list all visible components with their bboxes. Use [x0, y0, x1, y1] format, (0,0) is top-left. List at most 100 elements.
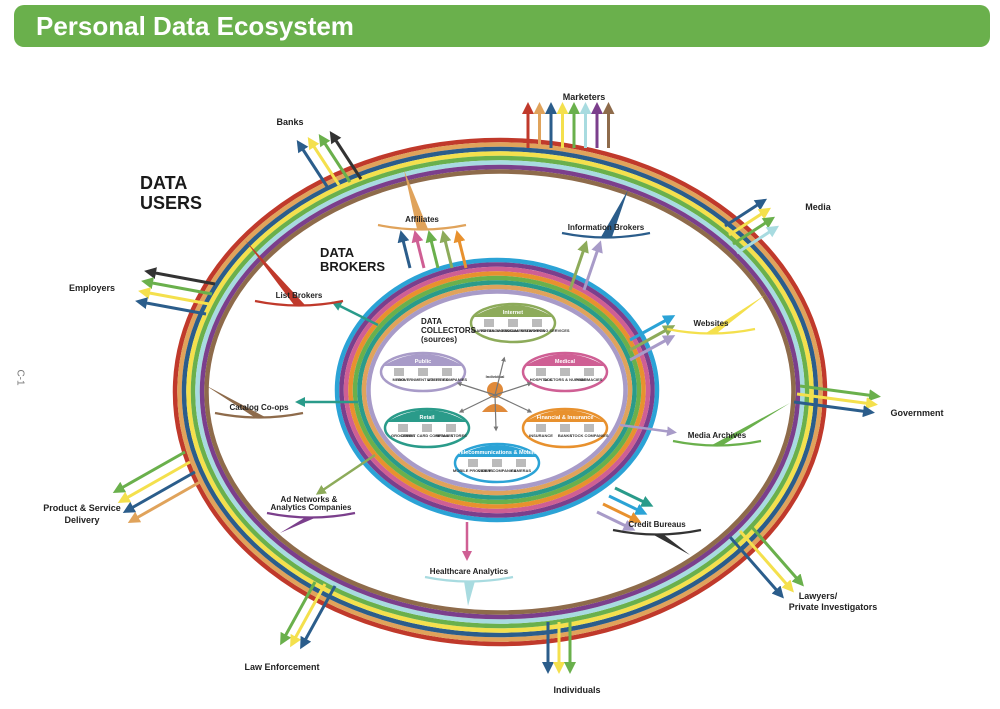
collector-link	[494, 356, 506, 396]
broker-label: Healthcare Analytics	[430, 567, 509, 576]
collector-item: GOVERNMENT AGENCIES	[398, 377, 449, 382]
delivery-arrow	[127, 480, 201, 523]
info-brokers-arrow	[568, 240, 589, 291]
collector-icon	[422, 424, 432, 432]
data-collectors-heading: DATA	[421, 317, 442, 326]
data-users-heading: USERS	[140, 193, 202, 213]
law-enforcement-arrow	[290, 583, 327, 648]
info-brokers-arrow	[582, 240, 603, 291]
credit-bureau-arrow	[608, 494, 648, 515]
affiliates-arrow	[397, 230, 412, 269]
employers-arrow	[141, 277, 213, 296]
collector-item: RETAIL & CONSUMER MARKETS	[481, 328, 545, 333]
banks-arrow	[307, 136, 341, 186]
delivery-arrow	[112, 450, 186, 493]
page-title: Personal Data Ecosystem	[36, 11, 354, 41]
law-enforcement-arrow	[280, 581, 317, 646]
data-user-label: Marketers	[563, 92, 606, 102]
lawyers-arrow	[748, 524, 804, 587]
broker-ring	[339, 262, 655, 518]
collector-icon	[560, 368, 570, 376]
data-user-label: Private Investigators	[789, 602, 878, 612]
collector-icon	[442, 368, 452, 376]
broker-label: Catalog Co-ops	[229, 403, 289, 412]
collector-icon	[484, 319, 494, 327]
collector-header	[525, 354, 605, 366]
broker-pointer	[280, 517, 317, 533]
collector-name: Financial & Insurance	[537, 415, 594, 421]
credit-bureau-arrow	[596, 510, 636, 531]
collector-item: CAMERAS	[511, 468, 532, 473]
employers-arrow	[138, 287, 210, 306]
user-ring	[172, 137, 828, 647]
collector-link	[494, 381, 533, 396]
employers-arrow	[135, 297, 207, 316]
collector-name: Telecommunications & Mobile	[458, 450, 537, 456]
user-ring	[177, 142, 823, 642]
media-arrow	[736, 225, 780, 255]
user-ring	[195, 160, 805, 624]
collector-name: Public	[415, 359, 432, 365]
broker-label: Analytics Companies	[271, 503, 352, 512]
lawyers-arrow	[728, 536, 784, 599]
collector-name: Medical	[555, 359, 576, 365]
list-brokers-arrow	[331, 301, 379, 327]
government-arrow	[793, 400, 875, 418]
data-collectors-heading: (sources)	[421, 335, 457, 344]
collector-item: BANKS	[558, 433, 573, 438]
data-user-label: Lawyers/	[799, 591, 838, 601]
credit-bureau-arrow	[614, 486, 654, 507]
collector-item: CABLE COMPANIES	[478, 468, 517, 473]
broker-ring	[348, 271, 646, 509]
broker-ring	[361, 284, 633, 496]
collector-icon	[584, 368, 594, 376]
collector-item: HOSPITALS	[530, 377, 553, 382]
collector-item: PHARMACIES	[576, 377, 603, 382]
title-banner: Personal Data Ecosystem	[14, 5, 990, 47]
government-arrow	[796, 392, 878, 410]
data-user-label: Law Enforcement	[244, 662, 319, 672]
broker-ring	[343, 266, 651, 514]
collector-header	[473, 305, 553, 317]
ad-network-arrow	[315, 453, 376, 495]
broker-bubble	[254, 299, 344, 307]
collector-icon	[418, 368, 428, 376]
affiliates-arrow	[453, 230, 468, 269]
collector-header	[457, 445, 537, 457]
user-ring	[199, 164, 801, 620]
collector-item: GROCERIES	[391, 433, 415, 438]
collector-header	[387, 410, 467, 422]
data-user-label: Individuals	[553, 685, 600, 695]
banks-arrow	[329, 130, 363, 180]
collector-link	[458, 394, 496, 413]
delivery-arrow	[122, 470, 196, 513]
data-users-heading: DATA	[140, 173, 187, 193]
broker-label: Affiliates	[405, 215, 439, 224]
collector-link	[494, 394, 533, 413]
collector-icon	[398, 424, 408, 432]
collector-item: DOCTORS & NURSES	[544, 377, 586, 382]
collector-icon	[532, 319, 542, 327]
collector-name: Internet	[503, 310, 523, 316]
collector-icon	[508, 319, 518, 327]
collector-header	[383, 354, 463, 366]
broker-label: Information Brokers	[568, 223, 645, 232]
collector-icon	[468, 459, 478, 467]
affiliates-arrow	[439, 230, 454, 269]
collector-icon	[536, 424, 546, 432]
broker-ring	[366, 289, 628, 491]
collector-item: RETAIL STORES	[435, 433, 467, 438]
collector-name: Retail	[420, 415, 435, 421]
broker-pointer	[464, 581, 475, 606]
affiliates-arrow	[425, 230, 440, 269]
media-arrow	[732, 216, 776, 246]
websites-arrow	[629, 325, 676, 352]
data-user-label: Delivery	[64, 515, 99, 525]
broker-pointer	[652, 534, 690, 555]
media-arrow	[728, 207, 772, 237]
data-brokers-heading: BROKERS	[320, 259, 385, 274]
broker-bubble	[672, 439, 762, 447]
law-enforcement-arrow	[300, 585, 337, 650]
